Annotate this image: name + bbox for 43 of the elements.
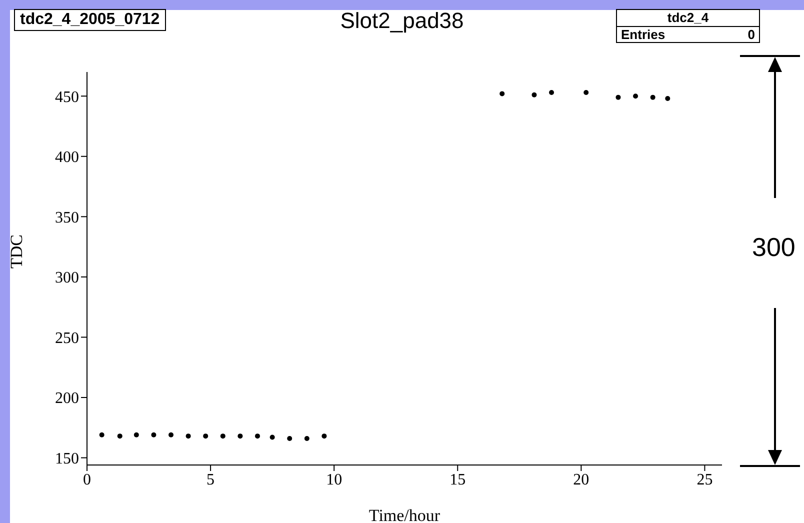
point bbox=[270, 434, 275, 440]
point bbox=[304, 436, 310, 441]
point bbox=[151, 432, 156, 438]
text: tdc2_4 bbox=[617, 10, 759, 27]
point bbox=[665, 96, 670, 102]
x-tick-label: 20 bbox=[573, 471, 590, 488]
point bbox=[168, 432, 174, 438]
y-tick-label: 300 bbox=[55, 270, 79, 287]
point bbox=[287, 436, 292, 441]
point bbox=[500, 91, 505, 96]
point bbox=[99, 432, 104, 438]
text: 0 bbox=[748, 27, 755, 42]
point bbox=[134, 432, 139, 438]
point bbox=[238, 434, 243, 439]
text: tdc2_4_2005_0712 bbox=[14, 9, 166, 31]
point bbox=[254, 434, 260, 439]
point bbox=[322, 434, 327, 439]
y-axis-title: TDC bbox=[7, 234, 26, 268]
x-axis-title: Time/hour bbox=[368, 506, 440, 523]
y-tick-label: 200 bbox=[55, 390, 79, 408]
point bbox=[633, 94, 638, 99]
point bbox=[203, 434, 208, 439]
x-tick-label: 25 bbox=[696, 471, 713, 488]
x-tick-label: 0 bbox=[83, 471, 91, 488]
point bbox=[584, 90, 589, 95]
text: 300 bbox=[752, 232, 796, 263]
chart-title: Slot2_pad38 bbox=[340, 8, 464, 33]
x-tick-label: 5 bbox=[206, 471, 215, 488]
y-tick-label: 350 bbox=[55, 209, 79, 226]
y-tick-label: 150 bbox=[55, 450, 79, 468]
y-tick-label: 450 bbox=[55, 88, 79, 106]
y-tick-label: 400 bbox=[55, 149, 79, 166]
text: Entries bbox=[621, 27, 666, 42]
point bbox=[186, 434, 191, 439]
x-tick-label: 15 bbox=[450, 471, 466, 488]
point bbox=[650, 94, 656, 100]
point bbox=[616, 94, 621, 100]
point bbox=[532, 92, 537, 98]
point bbox=[117, 434, 122, 439]
x-tick-label: 10 bbox=[326, 471, 342, 488]
y-tick-label: 250 bbox=[55, 330, 79, 347]
point bbox=[549, 90, 554, 95]
point bbox=[220, 434, 226, 439]
